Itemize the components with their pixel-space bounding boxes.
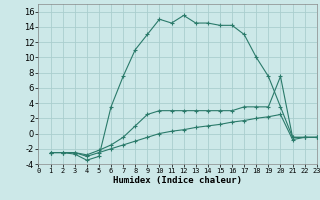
X-axis label: Humidex (Indice chaleur): Humidex (Indice chaleur) xyxy=(113,176,242,185)
